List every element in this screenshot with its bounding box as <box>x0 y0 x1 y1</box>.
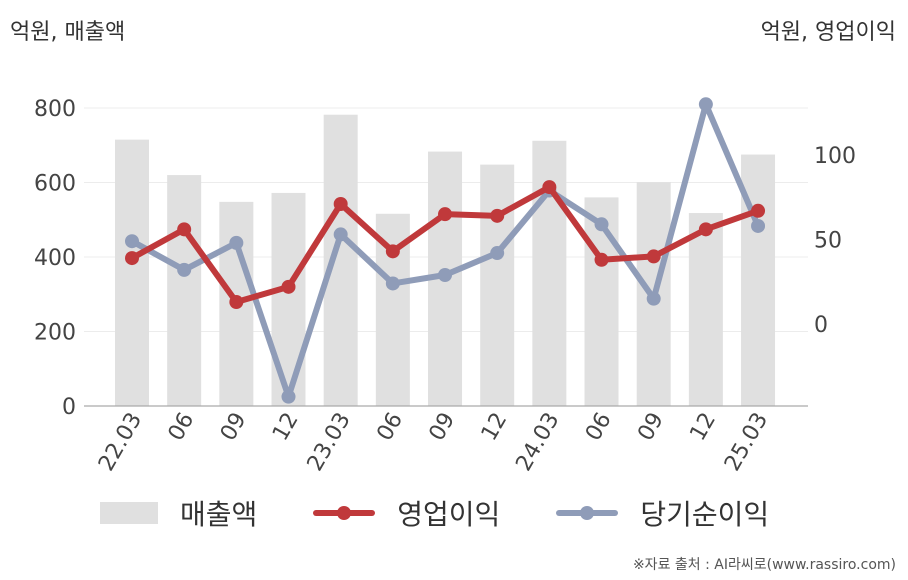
right-axis-unit-label: 억원, 영업이익 <box>760 20 896 45</box>
net-income-point <box>646 291 661 306</box>
x-tick-label: 06 <box>581 409 617 446</box>
left-tick-label: 200 <box>34 321 76 346</box>
operating-profit-point <box>177 222 192 237</box>
revenue-bar <box>115 139 149 406</box>
right-tick-label: 0 <box>814 313 828 338</box>
net-income-point <box>698 97 713 112</box>
source-credit: ※자료 출처 : AI라씨로(www.rassiro.com) <box>632 557 896 573</box>
operating-profit-point <box>438 207 453 222</box>
revenue-bar <box>167 175 202 406</box>
x-tick-label: 23.03 <box>303 409 356 476</box>
x-tick-label: 12 <box>268 409 304 446</box>
net-income-point <box>125 234 139 249</box>
net-income-point <box>438 267 453 282</box>
net-income-point <box>490 246 505 261</box>
operating-profit-point <box>281 279 296 294</box>
operating-profit-point <box>698 222 713 237</box>
operating-profit-point <box>646 249 661 264</box>
net-income-point <box>751 218 766 233</box>
revenue-bar <box>584 197 619 406</box>
operating-profit-point <box>125 251 139 266</box>
x-tick-label: 06 <box>164 409 200 446</box>
x-tick-label: 22.03 <box>94 409 147 476</box>
operating-profit-point <box>333 197 348 212</box>
operating-profit-point <box>751 203 766 218</box>
revenue-bar <box>323 114 358 406</box>
operating-profit-point <box>542 180 557 195</box>
bar-series <box>115 114 776 406</box>
right-tick-label: 50 <box>814 229 842 254</box>
x-tick-label: 12 <box>477 409 513 446</box>
operating-profit-point <box>490 208 505 223</box>
x-tick-label: 12 <box>685 409 721 446</box>
legend-item-revenue: 매출액 <box>100 493 257 533</box>
left-tick-label: 800 <box>34 97 76 122</box>
x-tick-label: 25.03 <box>720 409 773 476</box>
revenue-bar <box>688 213 723 406</box>
net-income-point <box>229 235 244 250</box>
net-income-point <box>177 262 192 277</box>
revenue-bar <box>271 192 306 406</box>
left-tick-label: 0 <box>62 395 76 420</box>
net-income-point <box>281 389 296 404</box>
net-income-point <box>594 217 609 232</box>
legend-swatch-revenue <box>100 502 158 524</box>
net-income-point <box>333 227 348 242</box>
operating-profit-point <box>594 252 609 267</box>
operating-profit-point <box>229 295 244 310</box>
net-income-point <box>385 276 400 291</box>
legend-item-operating-profit: 영업이익 <box>313 493 500 533</box>
legend: 매출액 영업이익 당기순이익 <box>100 493 825 533</box>
line-series <box>125 97 766 404</box>
x-tick-label: 24.03 <box>511 409 564 476</box>
legend-label-revenue: 매출액 <box>180 498 258 531</box>
left-tick-label: 600 <box>34 172 76 197</box>
x-tick-label: 09 <box>425 409 461 446</box>
right-tick-label: 100 <box>814 144 856 169</box>
x-tick-label: 09 <box>216 409 252 446</box>
x-tick-label: 06 <box>372 409 408 446</box>
legend-swatch-net-income <box>556 502 619 524</box>
operating-profit-point <box>385 244 400 259</box>
legend-label-operating-profit: 영업이익 <box>397 498 501 531</box>
left-tick-label: 400 <box>34 246 76 271</box>
x-tick-label: 09 <box>633 409 669 446</box>
left-axis-unit-label: 억원, 매출액 <box>10 20 126 45</box>
legend-item-net-income: 당기순이익 <box>556 493 769 533</box>
revenue-bar <box>480 164 515 406</box>
legend-label-net-income: 당기순이익 <box>640 498 770 531</box>
legend-swatch-operating-profit <box>313 502 376 524</box>
